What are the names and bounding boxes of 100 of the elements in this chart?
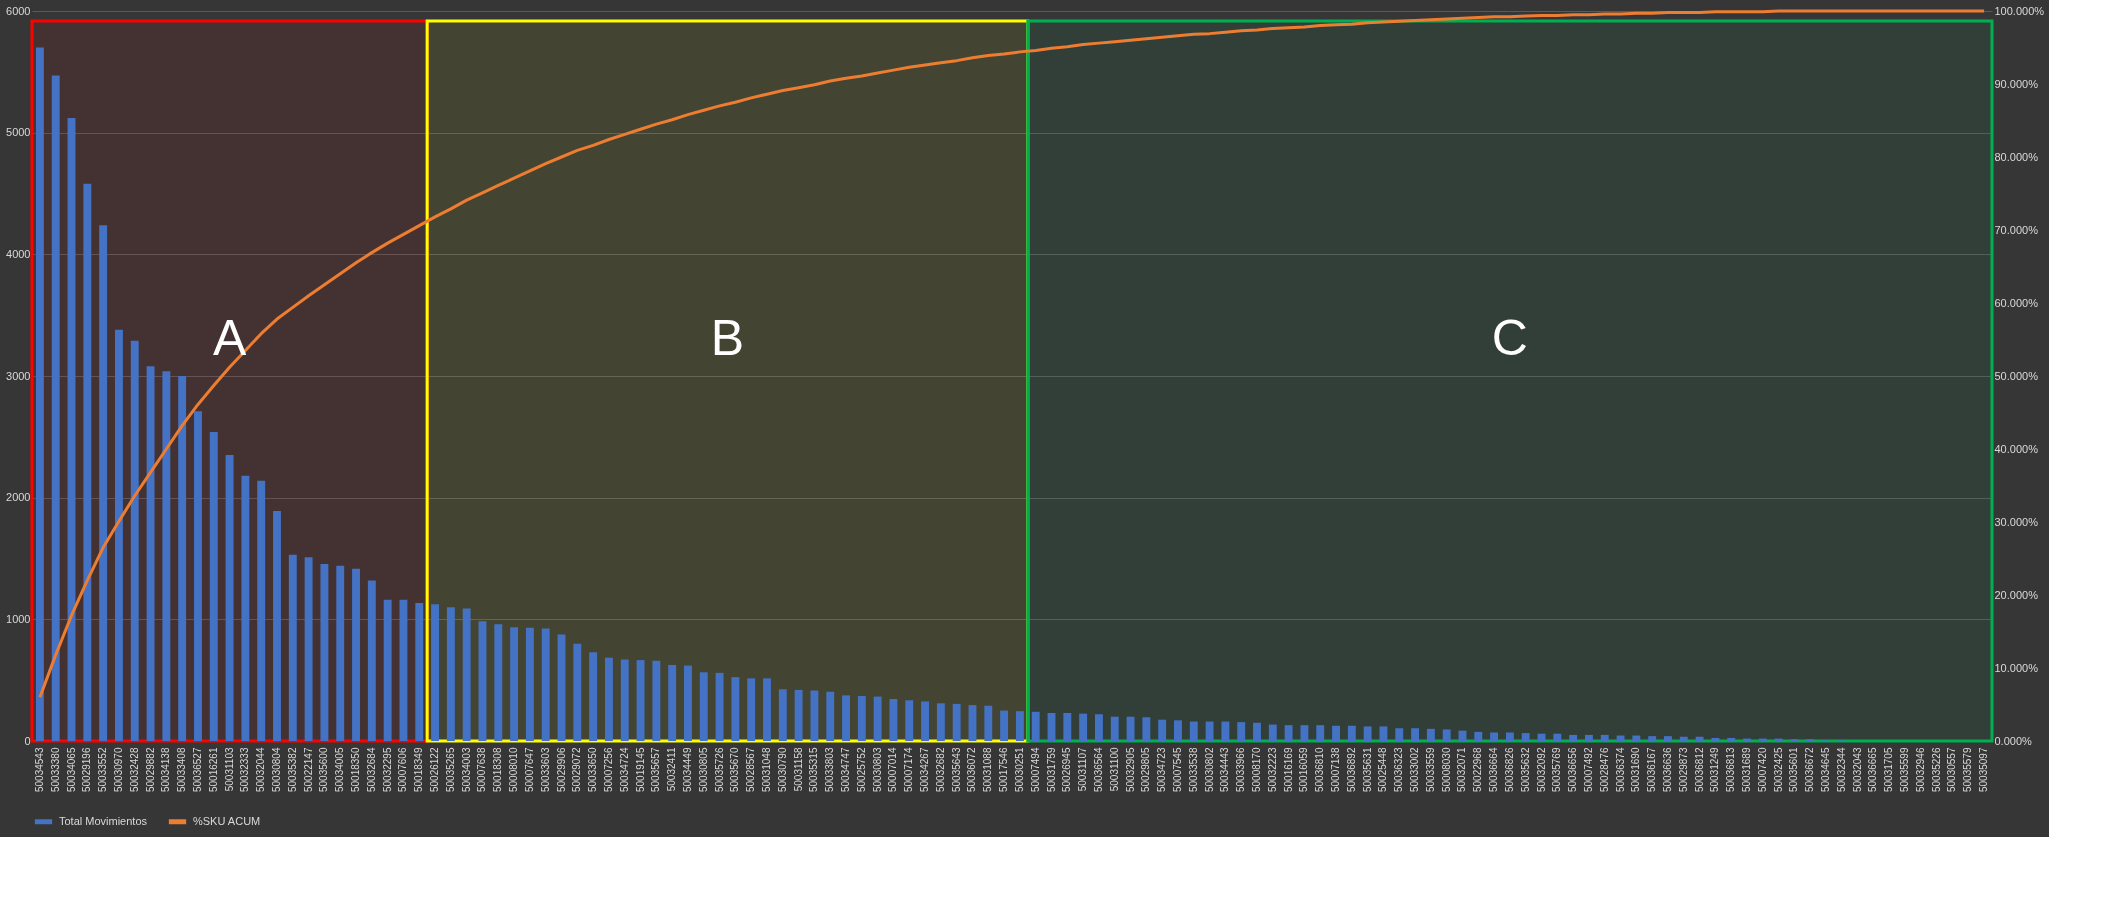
x-tick-label: 50029072 [571, 747, 583, 792]
y2-tick-label: 60.000% [1994, 296, 2039, 309]
x-tick-label: 50033002 [1409, 747, 1421, 792]
bar [1126, 716, 1135, 741]
bar [747, 678, 756, 741]
bar [1000, 710, 1009, 741]
bar [1616, 735, 1625, 741]
bar [778, 689, 787, 741]
bar [494, 624, 503, 741]
bar [620, 659, 629, 741]
x-tick-label: 50036826 [1503, 747, 1515, 792]
x-tick-label: 50032946 [1914, 747, 1926, 792]
x-tick-label: 50034724 [618, 747, 630, 792]
x-tick-label: 50007638 [476, 747, 488, 792]
bar [1253, 722, 1261, 741]
x-tick-label: 50008010 [508, 747, 520, 792]
x-tick-label: 50007492 [1582, 747, 1594, 792]
x-tick-label: 50032682 [934, 747, 946, 792]
x-tick-label: 50036812 [1693, 747, 1705, 792]
bar [1490, 732, 1499, 741]
x-tick-label: 50035382 [286, 747, 298, 792]
x-tick-label: 50029873 [1677, 747, 1689, 792]
x-tick-label: 50018350 [350, 747, 362, 792]
x-tick-label: 50035670 [729, 747, 741, 792]
x-tick-label: 50029882 [144, 747, 156, 792]
x-tick-label: 50035643 [950, 747, 962, 792]
x-tick-label: 50031689 [1741, 747, 1752, 792]
y-tick-label: 5000 [6, 126, 31, 139]
bar [952, 703, 961, 741]
x-tick-label: 50035265 [444, 747, 456, 792]
bar [1063, 713, 1072, 741]
bar [1521, 733, 1530, 741]
y-tick-label: 1000 [6, 612, 31, 625]
x-tick-label: 50033803 [824, 747, 836, 792]
x-tick-label: 50007647 [523, 747, 535, 792]
bar [415, 602, 424, 741]
bar [1205, 721, 1214, 741]
y2-tick-label: 0.000% [1994, 734, 2033, 747]
x-tick-label: 50028567 [745, 747, 757, 792]
x-tick-label: 50032684 [365, 747, 377, 792]
x-tick-label: 50034003 [460, 747, 472, 792]
x-tick-label: 50031705 [1883, 747, 1895, 792]
bar [1237, 722, 1246, 741]
y2-tick-label: 30.000% [1994, 515, 2039, 528]
bar [510, 627, 519, 741]
x-tick-label: 50036813 [1725, 747, 1737, 792]
bar [114, 329, 123, 741]
x-tick-label: 50030251 [1013, 747, 1025, 792]
bar [1395, 728, 1404, 741]
y2-tick-label: 90.000% [1994, 77, 2039, 90]
x-tick-label: 50030790 [776, 747, 788, 792]
bar [794, 689, 803, 741]
bar [1584, 734, 1593, 741]
y2-tick-label: 50.000% [1994, 369, 2039, 382]
bar [288, 554, 297, 741]
bar [1079, 713, 1088, 741]
x-tick-label: 50036656 [1567, 747, 1579, 792]
bar [178, 376, 187, 741]
bar [1727, 737, 1736, 741]
x-tick-label: 50026122 [429, 747, 441, 792]
y2-tick-label: 20.000% [1994, 588, 2039, 601]
x-tick-label: 50032411 [666, 747, 678, 792]
x-tick-label: 50029805 [1140, 747, 1152, 792]
legend-label: Total Movimientos [59, 814, 148, 827]
x-tick-label: 50036527 [191, 747, 203, 792]
y-tick-label: 4000 [6, 247, 31, 260]
x-tick-label: 50033552 [97, 747, 109, 792]
x-tick-label: 50035097 [1978, 747, 1990, 792]
x-tick-label: 50036167 [1646, 747, 1658, 792]
x-tick-label: 50007014 [887, 747, 899, 792]
x-tick-label: 50035315 [808, 747, 820, 792]
bar [1221, 721, 1230, 741]
bar [241, 475, 250, 741]
bar [462, 608, 471, 741]
bar [699, 672, 708, 741]
x-tick-label: 50034138 [160, 747, 172, 792]
band-label: C [1491, 309, 1528, 366]
x-tick-label: 50033603 [539, 747, 551, 792]
x-tick-label: 50032043 [1851, 747, 1863, 792]
y2-tick-label: 40.000% [1994, 442, 2039, 455]
bar [99, 225, 108, 741]
x-tick-label: 50035600 [318, 747, 330, 792]
bar [810, 690, 819, 741]
x-tick-label: 50028476 [1598, 747, 1610, 792]
x-tick-label: 50034005 [334, 747, 346, 792]
x-tick-label: 50030970 [112, 747, 124, 792]
x-tick-label: 50031249 [1709, 747, 1721, 792]
bar [1316, 725, 1325, 741]
x-tick-label: 50036892 [1345, 747, 1357, 792]
x-tick-label: 50007606 [397, 747, 409, 792]
x-tick-label: 50008030 [1440, 747, 1452, 792]
x-tick-label: 50034443 [1219, 747, 1231, 792]
x-tick-label: 50033380 [49, 747, 61, 792]
bar [604, 657, 613, 741]
bar [984, 705, 993, 741]
x-tick-label: 50034747 [840, 747, 852, 792]
y-tick-label: 2000 [6, 491, 31, 504]
bar [1553, 733, 1562, 741]
bar [668, 664, 677, 741]
y-tick-label: 3000 [6, 369, 31, 382]
